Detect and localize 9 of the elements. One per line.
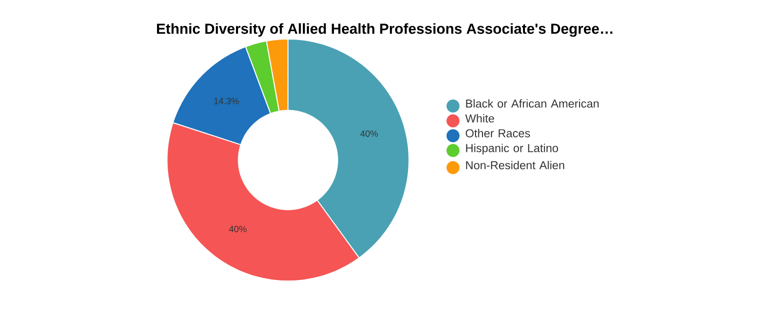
data-label: 40% <box>229 226 247 232</box>
data-label: 40% <box>360 130 378 137</box>
chart-title: Ethnic Diversity of Allied Health Professions Associate's Degree… <box>157 23 612 37</box>
legend-label: Black or African American <box>466 99 599 108</box>
legend-label: Hispanic or Latino <box>466 144 558 154</box>
data-label: 14.3% <box>214 98 239 104</box>
legend-label: Non-Resident Alien <box>466 160 564 170</box>
legend-label: White <box>465 114 494 122</box>
legend-label: Other Races <box>466 128 530 138</box>
